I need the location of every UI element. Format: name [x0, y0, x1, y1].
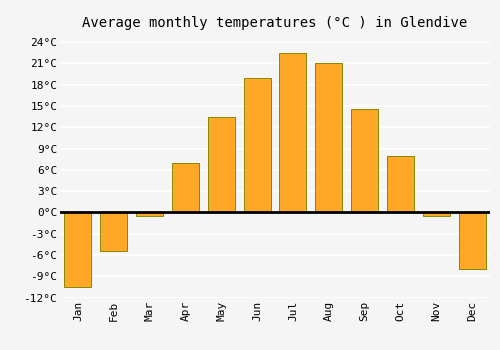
Bar: [458, 212, 485, 269]
Bar: [244, 78, 270, 212]
Title: Average monthly temperatures (°C ) in Glendive: Average monthly temperatures (°C ) in Gl…: [82, 16, 468, 30]
Bar: [316, 63, 342, 212]
Bar: [136, 212, 163, 216]
Bar: [423, 212, 450, 216]
Bar: [208, 117, 234, 212]
Bar: [172, 163, 199, 212]
Bar: [100, 212, 127, 251]
Bar: [351, 110, 378, 212]
Bar: [387, 156, 414, 212]
Bar: [64, 212, 92, 287]
Bar: [280, 53, 306, 212]
